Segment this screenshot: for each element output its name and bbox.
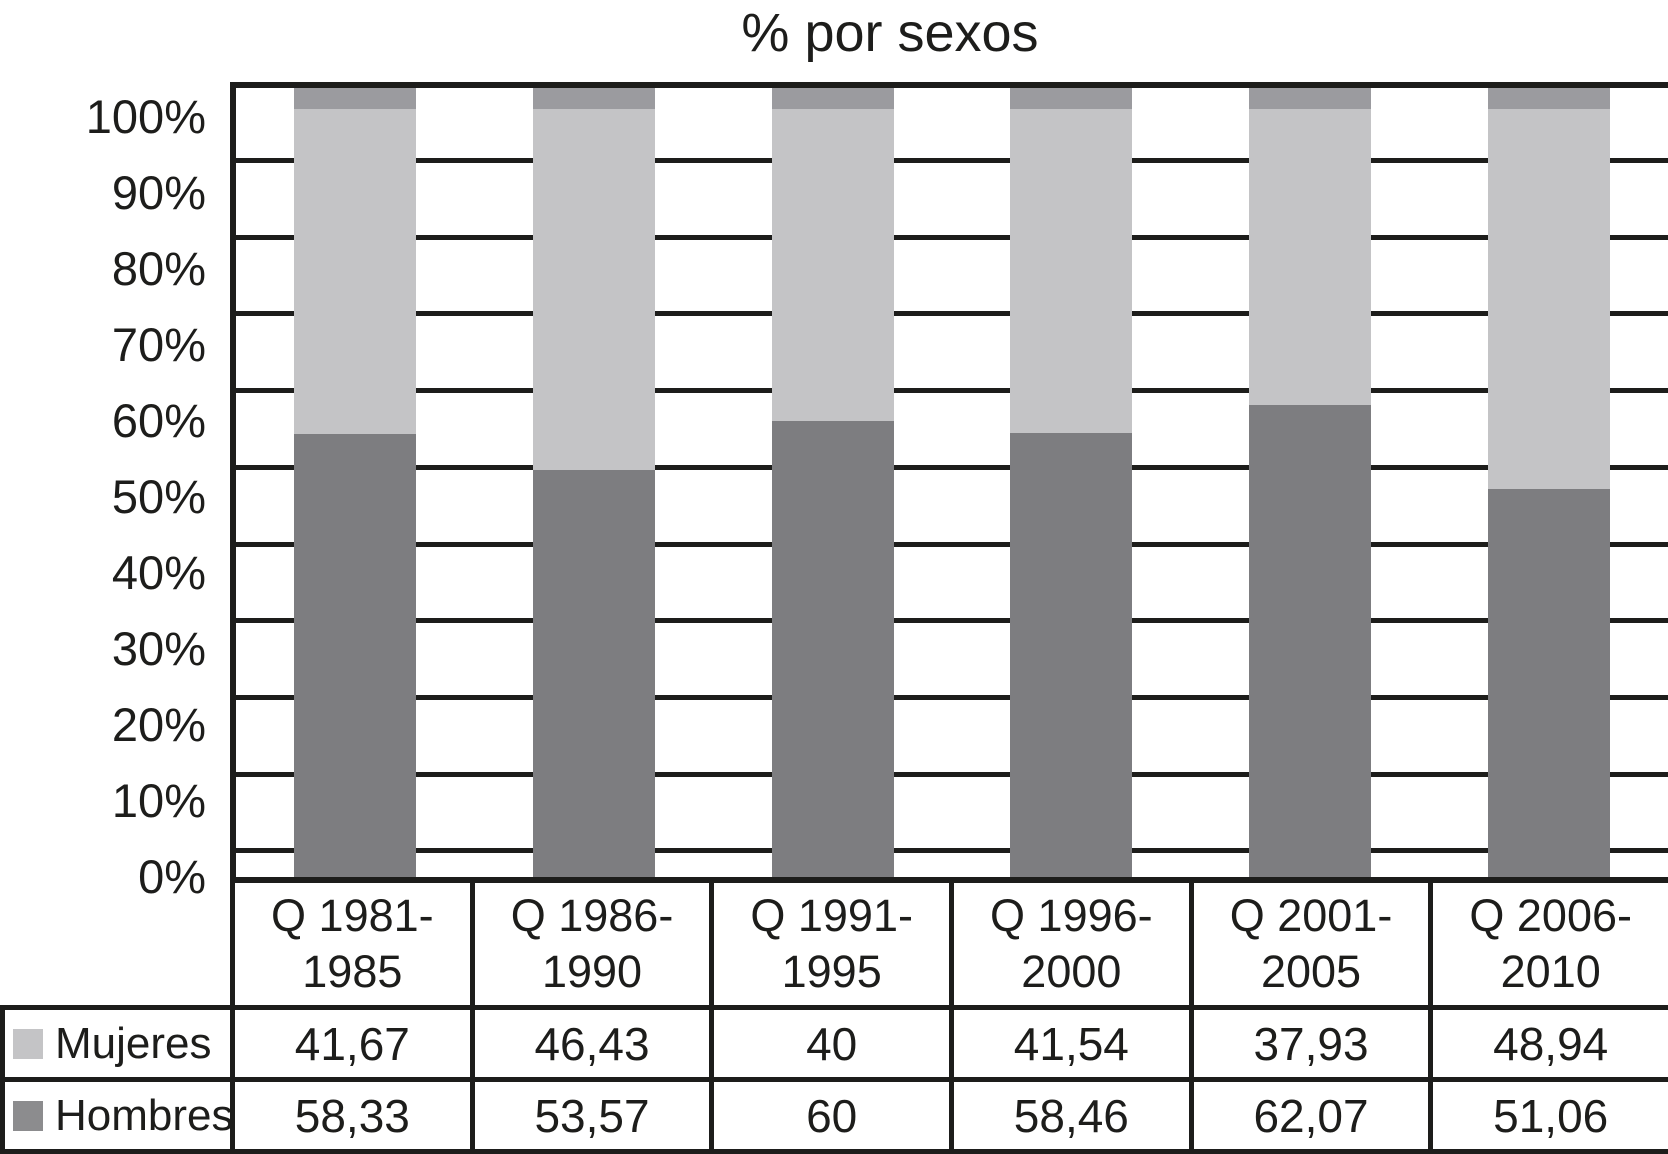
gridline xyxy=(236,465,1668,470)
chart-title: % por sexos xyxy=(741,3,1039,63)
gridline xyxy=(236,772,1668,777)
category-cell: Q 1991- 1995 xyxy=(709,883,949,1005)
stacked-bar xyxy=(294,88,417,877)
table-value-cell: 37,93 xyxy=(1188,1010,1429,1077)
bar-top-cap xyxy=(1487,88,1610,109)
category-line: Q 2006- xyxy=(1469,890,1632,941)
bar-slot xyxy=(952,88,1191,877)
table-value-cell: 46,43 xyxy=(469,1010,710,1077)
category-line: Q 1991- xyxy=(750,890,913,941)
category-cell: Q 2001- 2005 xyxy=(1188,883,1429,1005)
gridline xyxy=(236,388,1668,393)
bar-segment-mujeres xyxy=(1010,109,1133,433)
bar-top-cap xyxy=(1249,88,1371,109)
bar-segment-hombres xyxy=(1487,489,1610,877)
gridline xyxy=(236,235,1668,240)
category-cell: Q 1996- 2000 xyxy=(949,883,1189,1005)
table-value-cell: 62,07 xyxy=(1188,1082,1429,1149)
y-tick-label: 10% xyxy=(111,774,206,827)
category-line: Q 1996- xyxy=(990,890,1153,941)
category-line: 1985 xyxy=(302,946,403,997)
bar-top-cap xyxy=(294,88,417,109)
bar-segment-mujeres xyxy=(1487,109,1610,489)
y-tick-label: 40% xyxy=(111,546,206,599)
gridline xyxy=(236,848,1668,853)
gridline xyxy=(236,618,1668,623)
category-line: Q 1981- xyxy=(271,890,434,941)
bar-top-cap xyxy=(771,88,894,109)
bar-slot xyxy=(475,88,714,877)
category-cell: Q 1986- 1990 xyxy=(469,883,710,1005)
table-value-cell: 60 xyxy=(709,1082,949,1149)
legend-swatch-hombres xyxy=(13,1100,43,1131)
table-value-cell: 58,46 xyxy=(949,1082,1189,1149)
legend-label: Hombres xyxy=(55,1090,230,1140)
table-value-cell: 53,57 xyxy=(469,1082,710,1149)
category-line: 1990 xyxy=(541,946,643,997)
bar-slot xyxy=(713,88,952,877)
bar-top-cap xyxy=(1010,88,1133,109)
plot-area xyxy=(230,82,1668,883)
stacked-bar xyxy=(1249,88,1371,877)
table-value-cell: 51,06 xyxy=(1428,1082,1668,1149)
stacked-bar xyxy=(1487,88,1610,877)
legend-cell: Hombres xyxy=(0,1082,230,1149)
y-tick-label: 50% xyxy=(111,470,206,523)
y-tick-label: 30% xyxy=(111,622,206,675)
legend-swatch-mujeres xyxy=(13,1028,43,1059)
legend-cell: Mujeres xyxy=(0,1010,230,1077)
y-tick-label: 90% xyxy=(111,166,206,219)
category-cell: Q 1981- 1985 xyxy=(230,883,470,1005)
y-tick-label: 0% xyxy=(138,850,206,903)
category-header-row: Q 1981- 1985 Q 1986- 1990 Q 1991- 1995 Q 1996-… xyxy=(230,883,1668,1005)
stacked-bar xyxy=(533,88,655,877)
bar-segment-hombres xyxy=(294,434,417,877)
bar-segment-hombres xyxy=(1010,433,1133,877)
bar-slot xyxy=(1191,88,1430,877)
bar-segment-mujeres xyxy=(533,109,655,470)
stacked-bar xyxy=(771,88,894,877)
gridline xyxy=(236,695,1668,700)
bar-segment-hombres xyxy=(533,470,655,877)
stacked-bar xyxy=(1010,88,1133,877)
bar-segment-mujeres xyxy=(294,109,417,434)
table-value-cell: 41,54 xyxy=(949,1010,1189,1077)
category-cell: Q 2006- 2010 xyxy=(1428,883,1668,1005)
table-value-cell: 58,33 xyxy=(230,1082,470,1149)
table-value-cell: 41,67 xyxy=(230,1010,470,1077)
table-value-cell: 48,94 xyxy=(1428,1010,1668,1077)
bar-segment-hombres xyxy=(771,421,894,877)
table-row-hombres: Hombres 58,33 53,57 60 58,46 62,07 51,06 xyxy=(0,1077,1668,1154)
category-line: 1995 xyxy=(781,946,882,997)
gridline xyxy=(236,542,1668,547)
bar-segment-mujeres xyxy=(1249,109,1371,405)
y-tick-label: 70% xyxy=(111,318,206,371)
gridline xyxy=(236,158,1668,163)
legend-label: Mujeres xyxy=(55,1018,212,1068)
y-axis: 100% 90% 80% 70% 60% 50% 40% 30% 20% 10% 0% xyxy=(0,82,206,903)
y-tick-label: 20% xyxy=(111,698,206,751)
bar-slot xyxy=(1429,88,1668,877)
y-tick-label: 80% xyxy=(111,242,206,295)
y-tick-label: 60% xyxy=(111,394,206,447)
bar-top-cap xyxy=(533,88,655,109)
category-line: Q 1986- xyxy=(510,890,674,941)
category-line: Q 2001- xyxy=(1229,890,1393,941)
bar-slot xyxy=(236,88,475,877)
y-tick-label: 100% xyxy=(85,90,206,143)
category-line: 2005 xyxy=(1260,946,1362,997)
table-value-cell: 40 xyxy=(709,1010,949,1077)
bar-segment-mujeres xyxy=(771,109,894,421)
category-line: 2010 xyxy=(1500,946,1601,997)
bars-layer xyxy=(236,88,1668,877)
gridline xyxy=(236,311,1668,316)
table-row-mujeres: Mujeres 41,67 46,43 40 41,54 37,93 48,94 xyxy=(0,1005,1668,1077)
bar-segment-hombres xyxy=(1249,405,1371,877)
category-line: 2000 xyxy=(1021,946,1122,997)
